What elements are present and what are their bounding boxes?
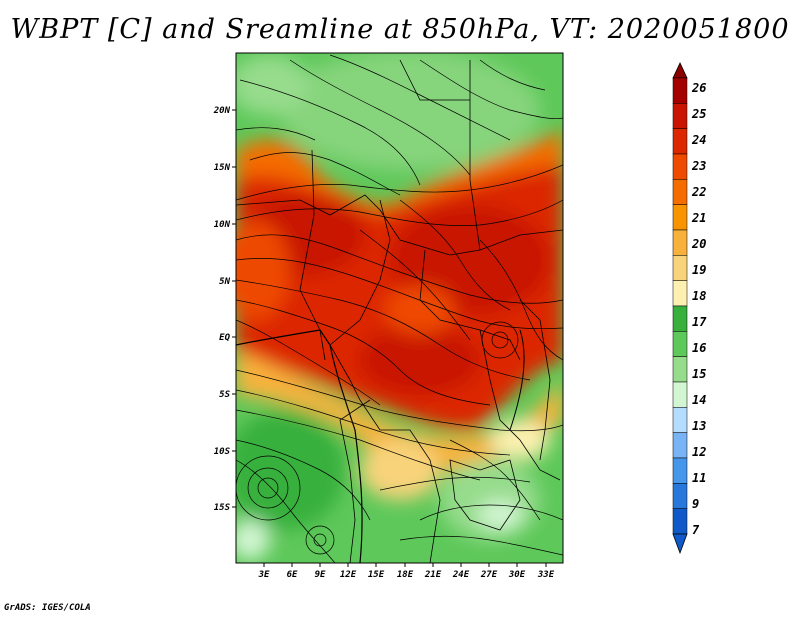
country-borders bbox=[236, 59, 563, 563]
colorbar-label-26: 26 bbox=[691, 81, 706, 95]
colorbar-label-19: 19 bbox=[692, 263, 706, 277]
colorbar-label-20: 20 bbox=[691, 237, 706, 251]
lat-label-5n: 5N bbox=[219, 277, 230, 287]
colorbar-segment bbox=[672, 483, 688, 509]
colorbar-labels: 26 25 24 23 22 21 20 19 18 17 16 15 14 1… bbox=[691, 81, 707, 537]
colorbar-label-23: 23 bbox=[691, 159, 706, 173]
colorbar-label-9: 9 bbox=[692, 497, 699, 511]
lake-outline bbox=[509, 329, 525, 431]
colorbar-label-21: 21 bbox=[691, 211, 706, 225]
colorbar-segment bbox=[672, 508, 688, 535]
colorbar-label-15: 15 bbox=[692, 367, 706, 381]
lon-label-33e: 33E bbox=[537, 570, 555, 580]
colorbar-label-13: 13 bbox=[692, 419, 706, 433]
lon-label-15e: 15E bbox=[368, 570, 385, 580]
colorbar-label-12: 12 bbox=[692, 445, 706, 459]
lon-axis: 3E 6E 9E 12E 15E 18E 21E 24E 27E 30E 33E bbox=[258, 570, 555, 580]
colorbar-label-18: 18 bbox=[692, 289, 706, 303]
colorbar-label-25: 25 bbox=[691, 107, 706, 121]
lat-label-eq: EQ bbox=[219, 333, 230, 343]
colorbar: 26 25 24 23 22 21 20 19 18 17 16 15 14 1… bbox=[672, 62, 707, 555]
colorbar-segment bbox=[672, 153, 688, 180]
lon-ticks bbox=[263, 563, 547, 567]
colorbar-label-24: 24 bbox=[691, 133, 706, 147]
lon-label-3e: 3E bbox=[258, 570, 270, 580]
lat-label-5s: 5S bbox=[219, 390, 230, 400]
colorbar-segment bbox=[672, 229, 688, 256]
streamlines bbox=[236, 54, 563, 563]
colorbar-label-7: 7 bbox=[692, 523, 700, 537]
colorbar-segment bbox=[672, 128, 688, 155]
colorbar-segment bbox=[672, 103, 688, 129]
colorbar-segment bbox=[672, 255, 688, 281]
lat-label-10s: 10S bbox=[214, 447, 231, 457]
colorbar-segment bbox=[672, 381, 688, 408]
lon-label-27e: 27E bbox=[480, 570, 498, 580]
chart-title: WBPT [C] and Sreamline at 850hPa, VT: 20… bbox=[10, 14, 790, 45]
colorbar-segment bbox=[672, 77, 688, 104]
colorbar-label-17: 17 bbox=[692, 315, 707, 329]
lon-label-9e: 9E bbox=[315, 570, 326, 580]
wbpt-field bbox=[236, 53, 563, 563]
colorbar-segment bbox=[672, 305, 688, 332]
colorbar-segment bbox=[672, 280, 688, 307]
colorbar-label-11: 11 bbox=[692, 471, 706, 485]
lon-label-12e: 12E bbox=[340, 570, 357, 580]
lon-label-30e: 30E bbox=[508, 570, 526, 580]
colorbar-segment bbox=[672, 331, 688, 357]
lat-ticks bbox=[232, 109, 236, 508]
lat-label-15n: 15N bbox=[214, 163, 231, 173]
lon-label-21e: 21E bbox=[424, 570, 442, 580]
coastline bbox=[236, 329, 363, 563]
colorbar-bottom-arrow bbox=[672, 533, 688, 555]
colorbar-segment bbox=[672, 356, 688, 383]
colorbar-label-22: 22 bbox=[691, 185, 706, 199]
lat-label-20n: 20N bbox=[213, 106, 231, 116]
lon-label-18e: 18E bbox=[397, 570, 414, 580]
colorbar-label-14: 14 bbox=[692, 393, 706, 407]
lat-axis: 20N 15N 10N 5N EQ 5S 10S 15S bbox=[213, 106, 231, 513]
colorbar-segment bbox=[672, 432, 688, 459]
colorbar-segment bbox=[672, 407, 688, 433]
map-frame bbox=[235, 52, 564, 564]
colorbar-segment bbox=[672, 204, 688, 231]
lat-label-10n: 10N bbox=[214, 220, 231, 230]
colorbar-label-16: 16 bbox=[692, 341, 706, 355]
lon-label-6e: 6E bbox=[287, 570, 298, 580]
colorbar-top-arrow bbox=[672, 62, 688, 79]
colorbar-segment bbox=[672, 457, 688, 484]
colorbar-segment bbox=[672, 179, 688, 205]
grads-credit: GrADS: IGES/COLA bbox=[4, 603, 91, 613]
lat-label-15s: 15S bbox=[214, 503, 231, 513]
lon-label-24e: 24E bbox=[452, 570, 470, 580]
